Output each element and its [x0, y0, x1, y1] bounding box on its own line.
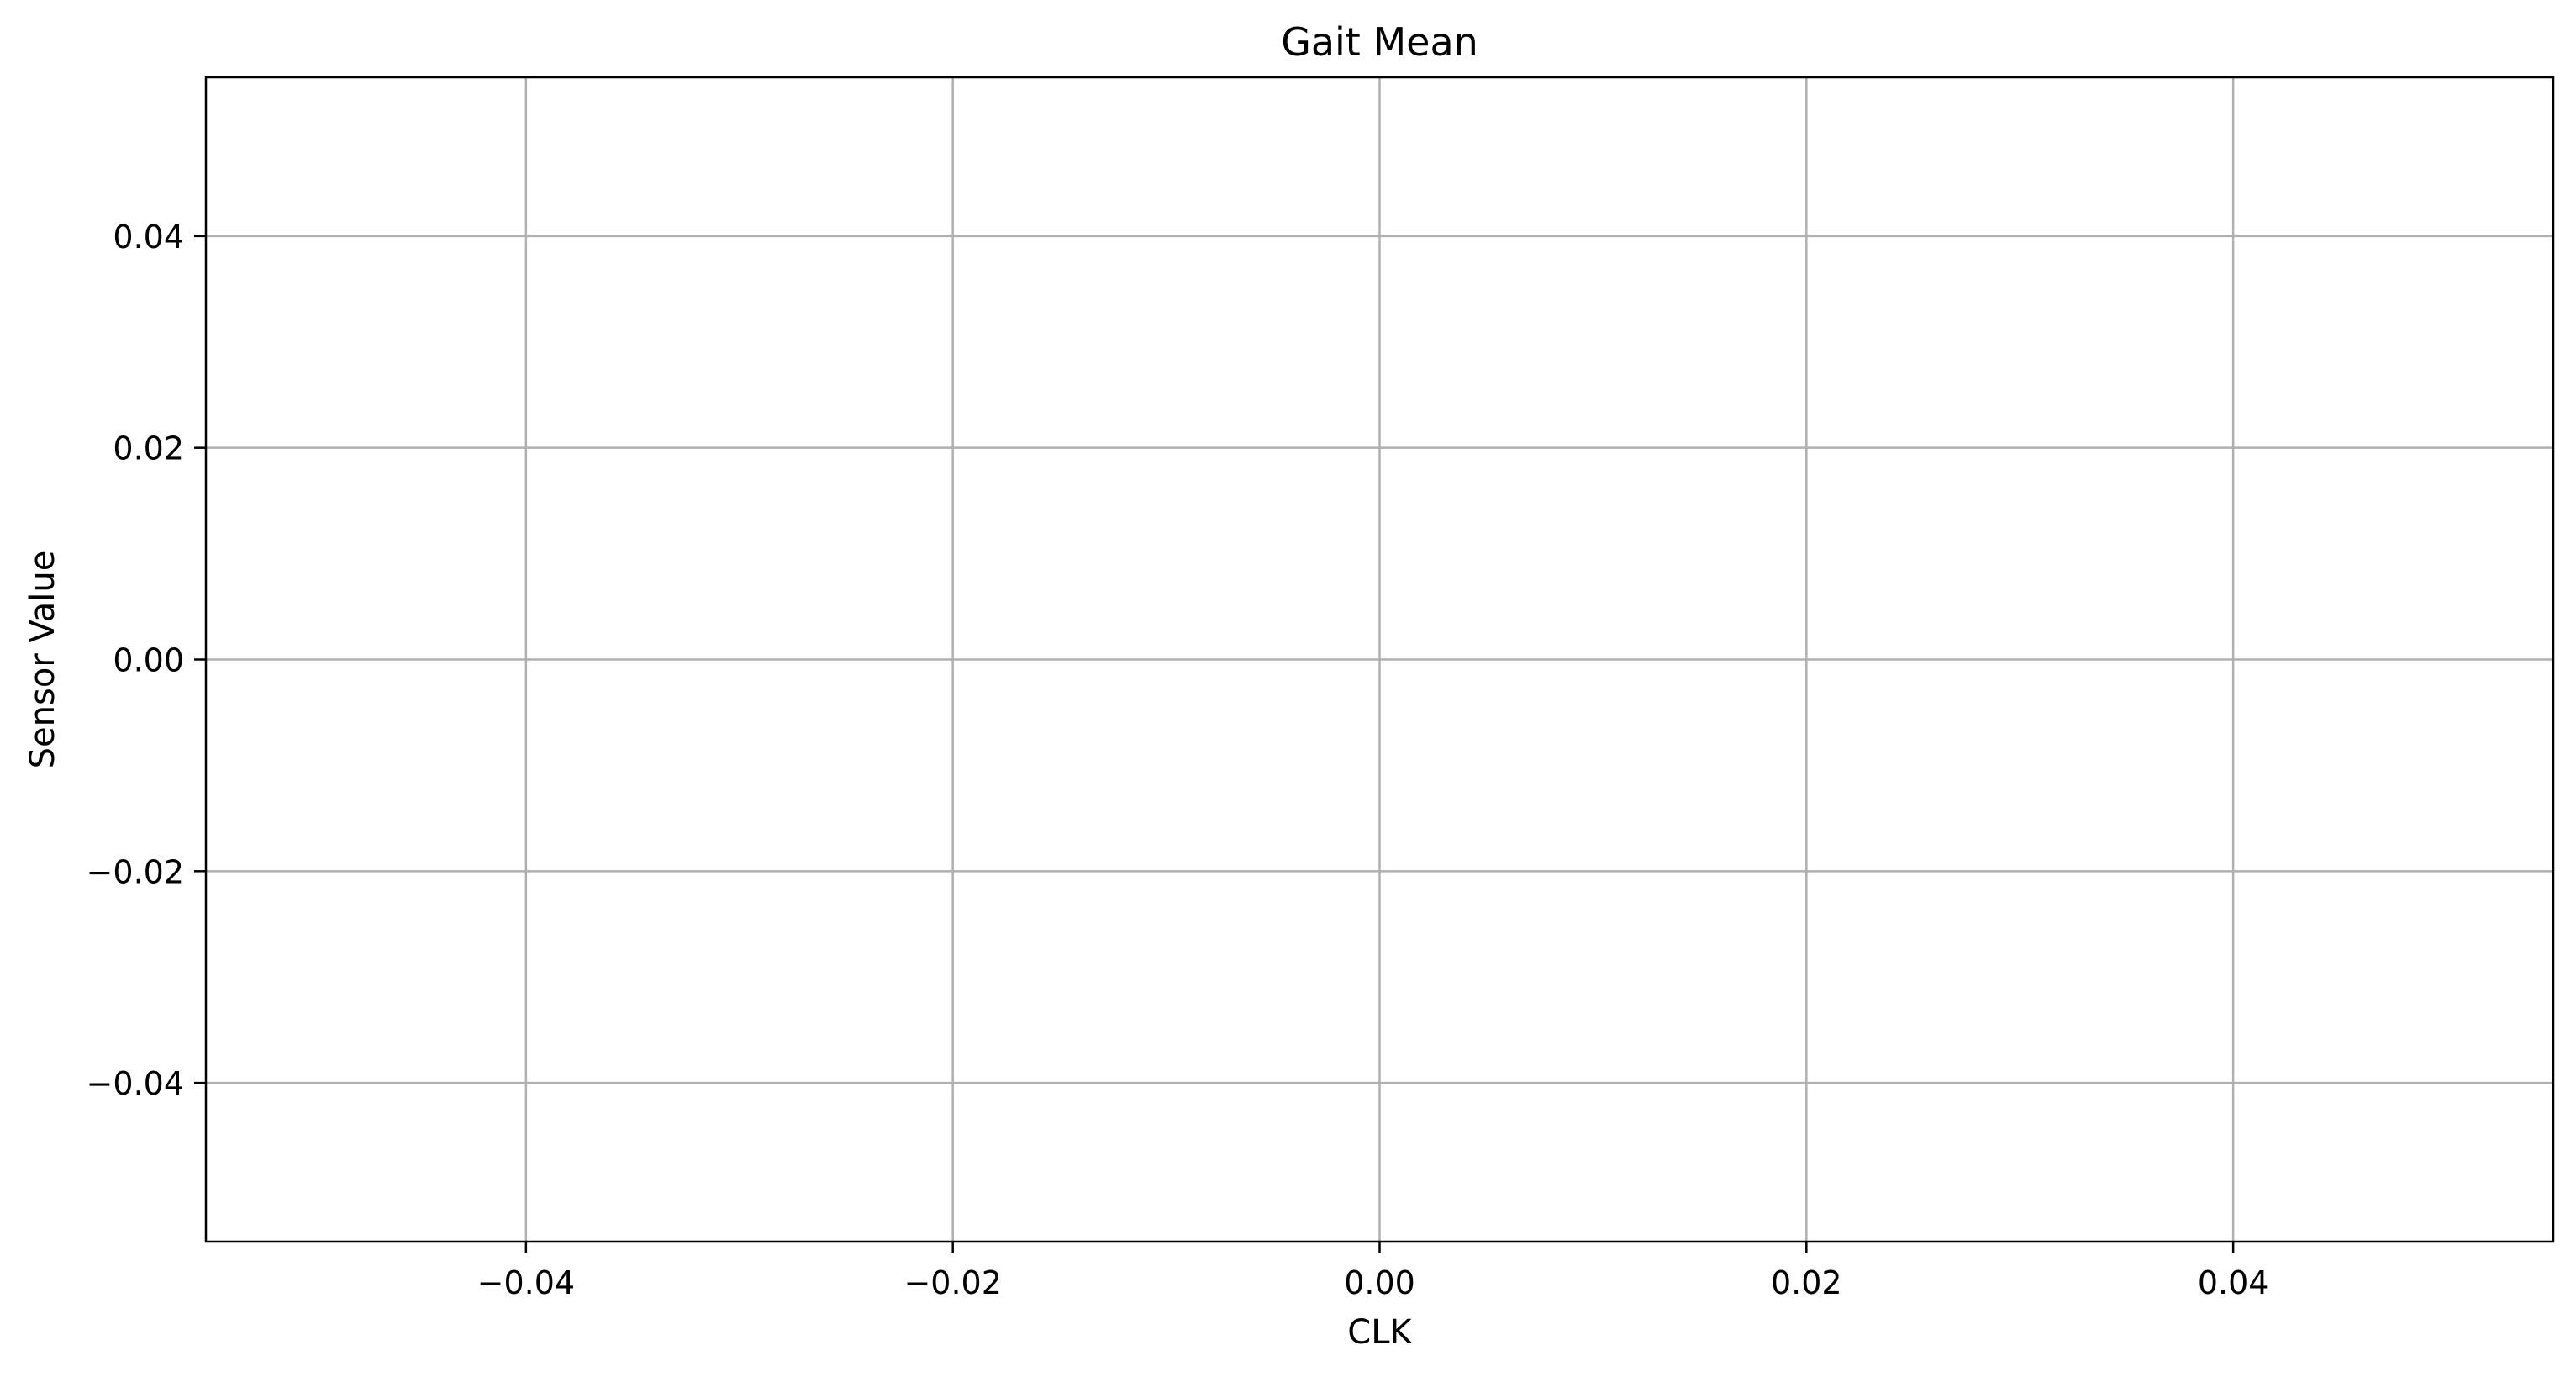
y-tick-label: 0.02 — [113, 430, 184, 467]
y-tick-label: −0.02 — [87, 853, 184, 890]
x-tick-label: −0.02 — [903, 1264, 1001, 1301]
x-tick-label: 0.02 — [1771, 1264, 1842, 1301]
y-tick-label: −0.04 — [87, 1065, 184, 1102]
x-tick-label: 0.00 — [1344, 1264, 1415, 1301]
ticks: −0.04 −0.02 0.00 0.02 0.04 0.04 0.02 0.00 −0.02 −… — [87, 219, 2269, 1301]
x-tick-label: −0.04 — [477, 1264, 575, 1301]
x-tick-label: 0.04 — [2198, 1264, 2269, 1301]
grid — [206, 77, 2553, 1242]
y-tick-label: 0.04 — [113, 219, 184, 256]
y-tick-label: 0.00 — [113, 642, 184, 679]
chart-title: Gait Mean — [1281, 19, 1478, 65]
x-axis-label: CLK — [1347, 1313, 1413, 1352]
y-axis-label: Sensor Value — [24, 551, 62, 769]
plot-area-frame — [204, 76, 2555, 1243]
